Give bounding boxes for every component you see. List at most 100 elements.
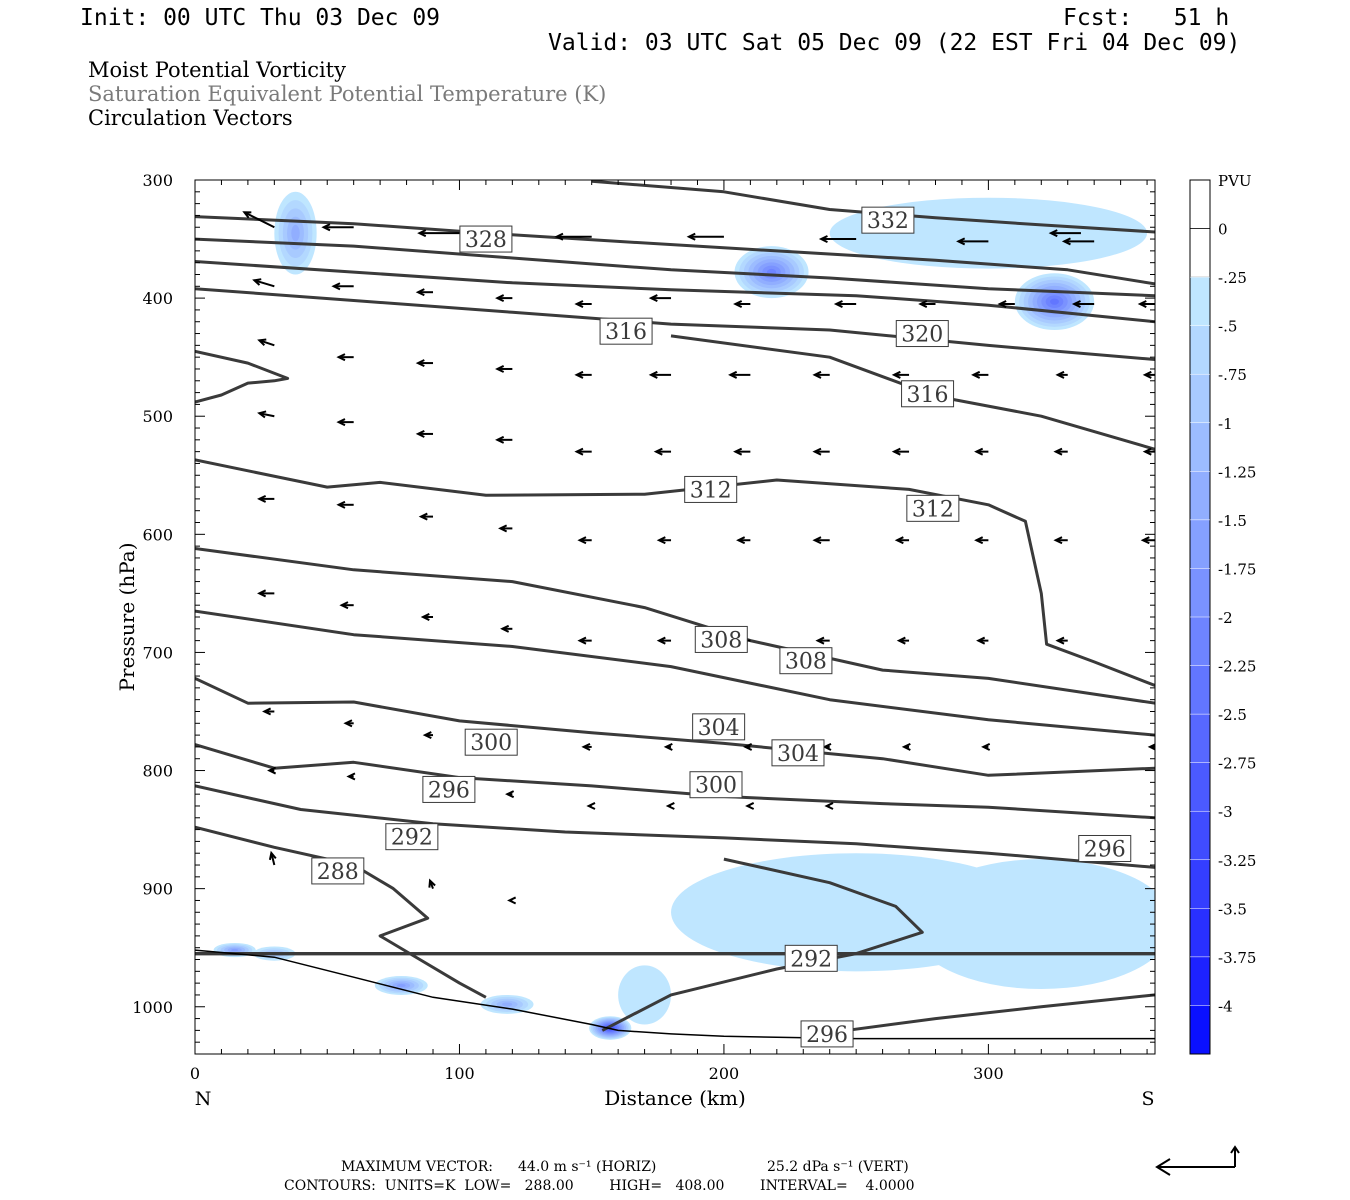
circulation-vector: [833, 300, 857, 308]
contour-label: 320: [895, 320, 949, 348]
colorbar-swatch: [1190, 908, 1210, 957]
circulation-vector: [1071, 300, 1095, 308]
colorbar-swatch: [1190, 714, 1210, 763]
pv-blob-ring: [1050, 298, 1059, 305]
circulation-vector: [663, 742, 673, 751]
circulation-vector: [891, 370, 910, 379]
colorbar-tick-label: 0: [1218, 221, 1228, 239]
colorbar-swatch: [1189, 179, 1211, 229]
circulation-vector: [918, 300, 936, 308]
pv-blob: [1014, 273, 1095, 330]
circulation-vector: [818, 235, 857, 243]
circulation-vector: [665, 802, 675, 810]
pv-shading: [213, 191, 1155, 1040]
contour-label: 308: [694, 625, 748, 653]
circulation-vector: [581, 742, 592, 751]
circulation-vector: [1055, 636, 1068, 645]
circulation-vector: [981, 742, 991, 751]
axes: 300 400 500 600 700 800 900 1000 0 100 200 300: [132, 171, 1155, 1083]
colorbar-swatch: [1190, 665, 1210, 715]
svg-text:332: 332: [867, 209, 909, 234]
colorbar-tick-label: -.75: [1218, 366, 1247, 384]
x-end-label-right: S: [1141, 1088, 1154, 1110]
circulation-vector: [257, 410, 275, 419]
colorbar-tick-label: -.25: [1218, 269, 1247, 287]
pv-blob-ring: [396, 983, 406, 988]
pv-blob: [909, 859, 1155, 990]
max-vector-vert: 25.2 dPa s⁻¹ (VERT): [767, 1159, 909, 1175]
svg-text:292: 292: [391, 826, 433, 851]
y-tick-label: 1000: [132, 998, 173, 1017]
circulation-vector: [894, 536, 910, 545]
contour-label: 296: [422, 775, 476, 803]
svg-text:308: 308: [700, 628, 742, 653]
circulation-vector: [745, 802, 755, 810]
y-tick-label: 600: [142, 525, 173, 544]
colorbar-swatch: [1190, 422, 1210, 472]
circulation-vector: [997, 300, 1015, 308]
circulation-vector: [736, 536, 751, 545]
circulation-vector: [974, 536, 989, 545]
contour-label: 296: [1078, 834, 1132, 862]
theta-e-contour: [195, 215, 1155, 286]
x-tick-label: 100: [444, 1064, 475, 1083]
theta-e-contour: [195, 743, 1155, 820]
valid-time: Valid: 03 UTC Sat 05 Dec 09 (22 EST Fri …: [548, 30, 1241, 56]
circulation-vector: [728, 370, 751, 379]
colorbar: PVU 0 -.25 -.5 -.75 -1 -1.25 -1.5 -1.75 -2 -2.25 -2…: [1189, 172, 1256, 1055]
circulation-vector: [415, 429, 434, 438]
contour-label: 308: [779, 647, 833, 675]
circulation-vector: [896, 636, 910, 645]
circulation-vector: [1053, 536, 1068, 545]
y-tick-label: 300: [142, 171, 173, 190]
circulation-vector: [733, 300, 751, 308]
theta-e-contour: [195, 349, 290, 404]
contour-label: 316: [901, 380, 955, 408]
y-tick-label: 500: [142, 407, 173, 426]
pv-blob-ring: [231, 948, 239, 952]
svg-text:304: 304: [777, 742, 819, 767]
colorbar-swatch: [1190, 1005, 1210, 1054]
circulation-vector: [257, 494, 275, 503]
max-vector-label: MAXIMUM VECTOR:: [341, 1159, 493, 1175]
colorbar-swatch: [1190, 568, 1210, 617]
x-tick-label: 0: [190, 1064, 200, 1083]
circulation-vector: [331, 282, 354, 291]
y-tick-label: 400: [142, 289, 173, 308]
circulation-vector: [343, 719, 354, 728]
circulation-vector: [648, 370, 672, 379]
circulation-vector: [812, 536, 830, 545]
theta-e-contours: [195, 180, 1155, 1035]
circulation-vector: [1055, 370, 1068, 379]
circulation-vector: [1053, 447, 1068, 456]
colorbar-swatch: [1190, 519, 1210, 569]
circulation-vector: [901, 742, 911, 751]
colorbar-swatch: [1190, 811, 1210, 860]
colorbar-swatch: [1190, 617, 1210, 666]
circulation-vector: [336, 418, 354, 427]
circulation-vector: [257, 338, 275, 347]
svg-text:312: 312: [912, 497, 954, 522]
circulation-vectors: [195, 211, 1155, 905]
circulation-vector: [336, 353, 354, 362]
contour-label: 332: [861, 206, 915, 234]
colorbar-tick-label: -2: [1218, 609, 1233, 627]
circulation-vector: [974, 447, 989, 456]
x-end-label-left: N: [195, 1088, 212, 1110]
circulation-vector: [812, 370, 830, 379]
field-title-1: Moist Potential Vorticity: [88, 58, 346, 82]
circulation-vector: [500, 624, 513, 633]
colorbar-swatch: [1189, 228, 1211, 278]
circulation-vector: [268, 850, 277, 866]
contour-label: 292: [385, 823, 439, 851]
circulation-vector: [252, 278, 275, 288]
svg-text:288: 288: [317, 860, 359, 885]
circulation-vector: [822, 742, 832, 751]
svg-text:312: 312: [690, 478, 732, 503]
y-axis-label: Pressure (hPa): [115, 543, 139, 692]
circulation-vector: [956, 237, 989, 246]
circulation-vector: [415, 288, 434, 297]
colorbar-tick-label: -1.5: [1218, 512, 1247, 530]
circulation-vector: [574, 370, 592, 379]
contour-label: 300: [464, 728, 518, 756]
